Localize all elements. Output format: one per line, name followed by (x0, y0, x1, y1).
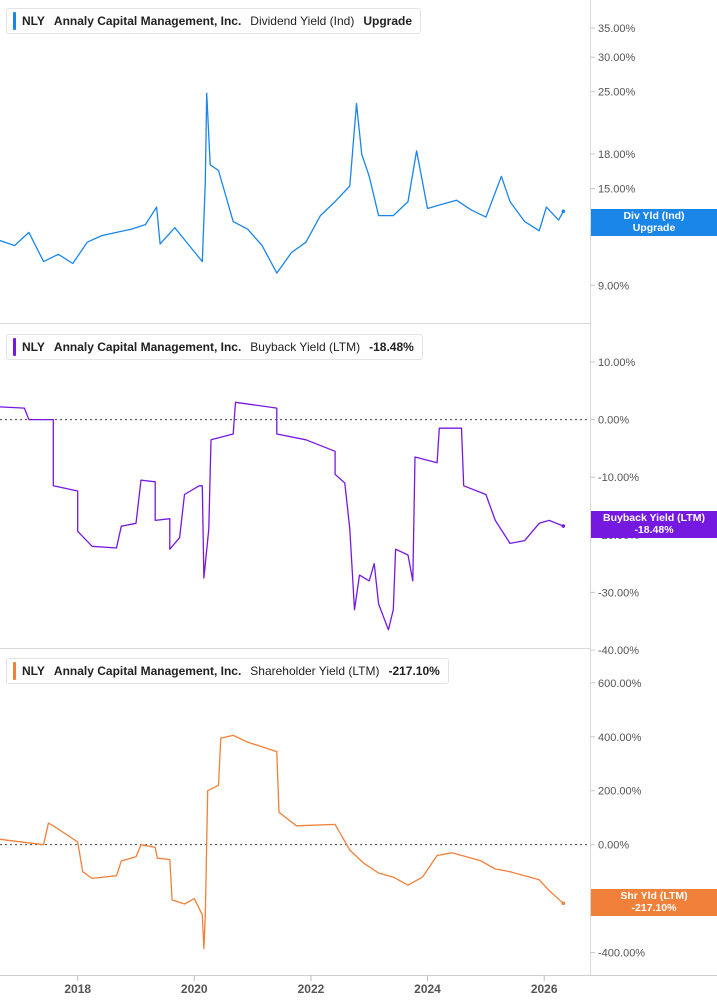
series-line (0, 401, 564, 631)
badge-label: Shr Yld (LTM) (620, 890, 688, 902)
y-tick-label: 25.00% (598, 87, 636, 99)
series-line (0, 734, 564, 950)
y-tick-label: 200.00% (598, 786, 642, 798)
y-tick-label: 10.00% (598, 357, 636, 369)
legend-company: Annaly Capital Management, Inc. (53, 340, 242, 354)
legend-ticker: NLY (22, 340, 45, 354)
series-swatch (13, 12, 16, 30)
series-swatch (13, 662, 16, 680)
legend-shareholder-yield: NLY Annaly Capital Management, Inc. Shar… (6, 658, 449, 684)
x-tick-label: 2022 (298, 982, 325, 996)
legend-metric: Dividend Yield (Ind) (250, 14, 355, 28)
badge-dividend-yield: Div Yld (Ind) Upgrade (591, 209, 717, 236)
y-tick-label: -400.00% (598, 948, 645, 960)
legend-value[interactable]: Upgrade (363, 14, 413, 28)
x-tick-label: 2026 (531, 982, 558, 996)
legend-company: Annaly Capital Management, Inc. (53, 14, 242, 28)
y-tick-label: -10.00% (598, 472, 639, 484)
y-tick-label: 15.00% (598, 184, 636, 196)
y-tick-label: 35.00% (598, 23, 636, 35)
badge-value: -217.10% (631, 902, 677, 914)
legend-buyback-yield: NLY Annaly Capital Management, Inc. Buyb… (6, 334, 423, 360)
last-value-point (561, 209, 566, 214)
y-tick-label: 0.00% (598, 840, 629, 852)
x-tick-label: 2020 (181, 982, 208, 996)
x-tick-label: 2018 (64, 982, 91, 996)
legend-dividend-yield: NLY Annaly Capital Management, Inc. Divi… (6, 8, 422, 34)
legend-company: Annaly Capital Management, Inc. (53, 664, 242, 678)
badge-label: Div Yld (Ind) (623, 210, 685, 222)
x-tick-label: 2024 (414, 982, 441, 996)
legend-metric: Buyback Yield (LTM) (250, 340, 361, 354)
legend-value: -18.48% (369, 340, 414, 354)
last-value-point (561, 901, 566, 906)
legend-ticker: NLY (22, 14, 45, 28)
badge-buyback-yield: Buyback Yield (LTM) -18.48% (591, 511, 717, 538)
y-tick-label: -30.00% (598, 587, 639, 599)
badge-value: Upgrade (632, 222, 676, 234)
y-tick-label: 30.00% (598, 52, 636, 64)
series-swatch (13, 338, 16, 356)
y-tick-label: -40.00% (598, 645, 639, 657)
legend-ticker: NLY (22, 664, 45, 678)
badge-label: Buyback Yield (LTM) (603, 512, 705, 524)
series-line (0, 92, 564, 274)
y-tick-label: 400.00% (598, 732, 642, 744)
y-tick-label: 0.00% (598, 415, 629, 427)
badge-value: -18.48% (634, 524, 674, 536)
y-tick-label: 18.00% (598, 149, 636, 161)
y-tick-label: 9.00% (598, 280, 629, 292)
badge-shareholder-yield: Shr Yld (LTM) -217.10% (591, 889, 717, 916)
y-tick-label: 600.00% (598, 678, 642, 690)
legend-value: -217.10% (388, 664, 440, 678)
last-value-point (561, 524, 566, 528)
legend-metric: Shareholder Yield (LTM) (250, 664, 380, 678)
